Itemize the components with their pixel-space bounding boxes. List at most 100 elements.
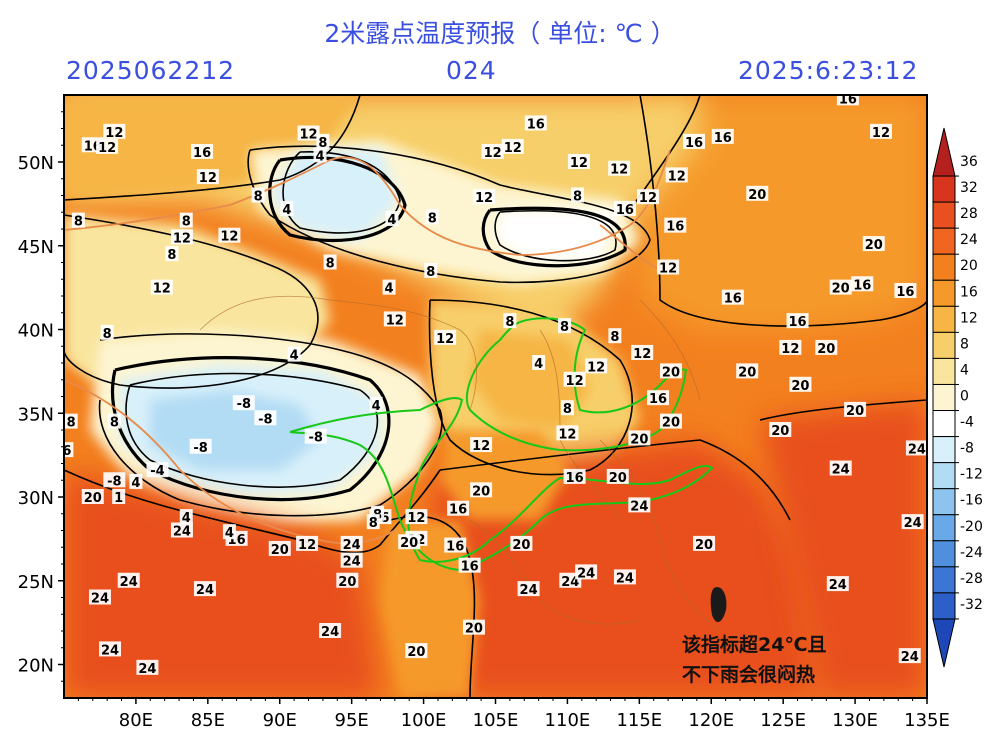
contour-label: 12 <box>585 358 608 375</box>
contour-label-text: 24 <box>630 499 648 514</box>
init-time-label: 2025062212 <box>66 56 236 85</box>
contour-label-text: 12 <box>610 163 628 178</box>
contour-label-text: 12 <box>781 342 799 357</box>
contour-label: 20 <box>789 376 812 394</box>
lon-tick-label: 80E <box>119 710 153 731</box>
contour-label: 8 <box>179 212 193 230</box>
contour-label: 24 <box>99 641 122 658</box>
contour-label: 12 <box>665 167 688 184</box>
contour-label: 8 <box>100 324 114 342</box>
contour-label-text: 12 <box>570 156 588 171</box>
colorbar-label: 24 <box>960 232 978 248</box>
contour-label-text: 8 <box>505 315 514 330</box>
contour-label: 4 <box>280 200 294 218</box>
contour-label-text: 12 <box>105 126 123 141</box>
contour-label: 12 <box>103 123 126 141</box>
colorbar-label: 16 <box>960 284 978 300</box>
contour-label: 20 <box>815 339 838 357</box>
contour-label-text: -8 <box>237 397 251 412</box>
contour-label: 20 <box>862 236 885 253</box>
lat-tick-label: 40N <box>18 321 54 342</box>
contour-label-text: 20 <box>817 342 835 357</box>
contour-label-text: 24 <box>908 442 926 457</box>
contour-label: 20 <box>844 401 867 419</box>
colorbar-swatch <box>932 201 956 229</box>
contour-label: 4 <box>179 509 193 526</box>
colorbar-swatch <box>932 357 956 385</box>
contour-label: 16 <box>682 133 705 151</box>
contour-label: 24 <box>340 535 363 553</box>
contour-label: 20 <box>405 643 428 660</box>
dewpoint-field <box>64 95 927 698</box>
colorbar-label: 20 <box>960 258 978 274</box>
colorbar-label: -8 <box>960 441 974 457</box>
contour-label: 8 <box>560 400 574 417</box>
contour-label-text: 12 <box>484 146 502 161</box>
colorbar-label: -12 <box>960 467 983 483</box>
contour-label: 12 <box>556 425 579 442</box>
contour-label-text: 12 <box>299 128 317 143</box>
contour-label: 20 <box>659 363 682 380</box>
contour-label-text: 20 <box>695 538 713 553</box>
zero-contour-lines <box>111 155 627 502</box>
lon-tick-label: 120E <box>688 710 734 731</box>
contour-label: 4 <box>129 473 143 491</box>
contour-label: 8 <box>107 413 121 431</box>
valid-time-label: 2025:6:23:12 <box>738 56 919 85</box>
colorbar-swatch <box>932 279 956 307</box>
contour-label: 12 <box>636 189 659 206</box>
contour-label-text: -8 <box>308 431 322 446</box>
contour-label: 24 <box>136 659 159 677</box>
contour-label-text: 12 <box>558 427 576 442</box>
contour-label: 8 <box>71 212 85 230</box>
lon-tick-label: 100E <box>401 710 447 731</box>
contour-label: 16 <box>191 143 214 161</box>
colorbar-swatch <box>932 592 956 620</box>
contour-label-text: 12 <box>872 126 890 141</box>
contour-label-text: 8 <box>573 190 582 205</box>
contour-label-text: 16 <box>839 92 857 107</box>
contour-label-text: 4 <box>182 511 191 526</box>
contour-label: 12 <box>96 138 119 156</box>
contour-label: 16 <box>786 313 809 330</box>
contour-label: 20 <box>268 540 291 558</box>
contour-label: 16 <box>524 115 547 132</box>
contour-label: 16 <box>894 282 917 300</box>
contour-label: 8 <box>570 187 584 205</box>
colorbar-swatch <box>932 253 956 281</box>
contour-label: 12 <box>297 125 320 143</box>
contour-label: 20 <box>470 482 493 499</box>
contour-label: 8 <box>608 328 622 345</box>
contour-label-text: 12 <box>298 538 316 553</box>
contour-label: 8 <box>64 413 78 431</box>
contour-label: 8 <box>558 318 572 335</box>
contour-label-text: 4 <box>225 526 234 541</box>
contour-label: 20 <box>81 489 104 506</box>
contour-label-text: 24 <box>616 571 634 586</box>
contour-label-text: 24 <box>343 555 361 570</box>
contour-label-text: 8 <box>67 416 76 431</box>
contour-label-text: -8 <box>258 412 272 427</box>
contour-label: 24 <box>575 564 598 581</box>
lat-tick-label: 45N <box>18 237 54 258</box>
axes: 50N 45N 40N 35N 30N 25N 20N 80E 85E 90E 95E 100E 105… <box>18 111 950 731</box>
contour-label-text: 4 <box>315 149 324 164</box>
contour-label-text: 16 <box>616 203 634 218</box>
colorbar-swatch <box>932 436 956 464</box>
contour-label: -8 <box>304 428 327 446</box>
contour-label-text: 12 <box>587 360 605 375</box>
contour-label: 16 <box>851 276 874 293</box>
contour-label-text: 12 <box>475 191 493 206</box>
colorbar-label: 28 <box>960 206 978 222</box>
lon-tick-label: 115E <box>616 710 662 731</box>
contour-label: 8 <box>424 262 438 280</box>
contour-label: 24 <box>613 569 636 586</box>
contour-label: 16 <box>447 500 470 518</box>
contour-label-text: 8 <box>254 190 263 205</box>
contour-label: 8 <box>503 313 517 330</box>
contour-label-text: 4 <box>534 357 543 372</box>
contour-label-text: 16 <box>193 146 211 161</box>
lon-tick-label: 110E <box>545 710 591 731</box>
contour-label: 20 <box>829 279 852 297</box>
